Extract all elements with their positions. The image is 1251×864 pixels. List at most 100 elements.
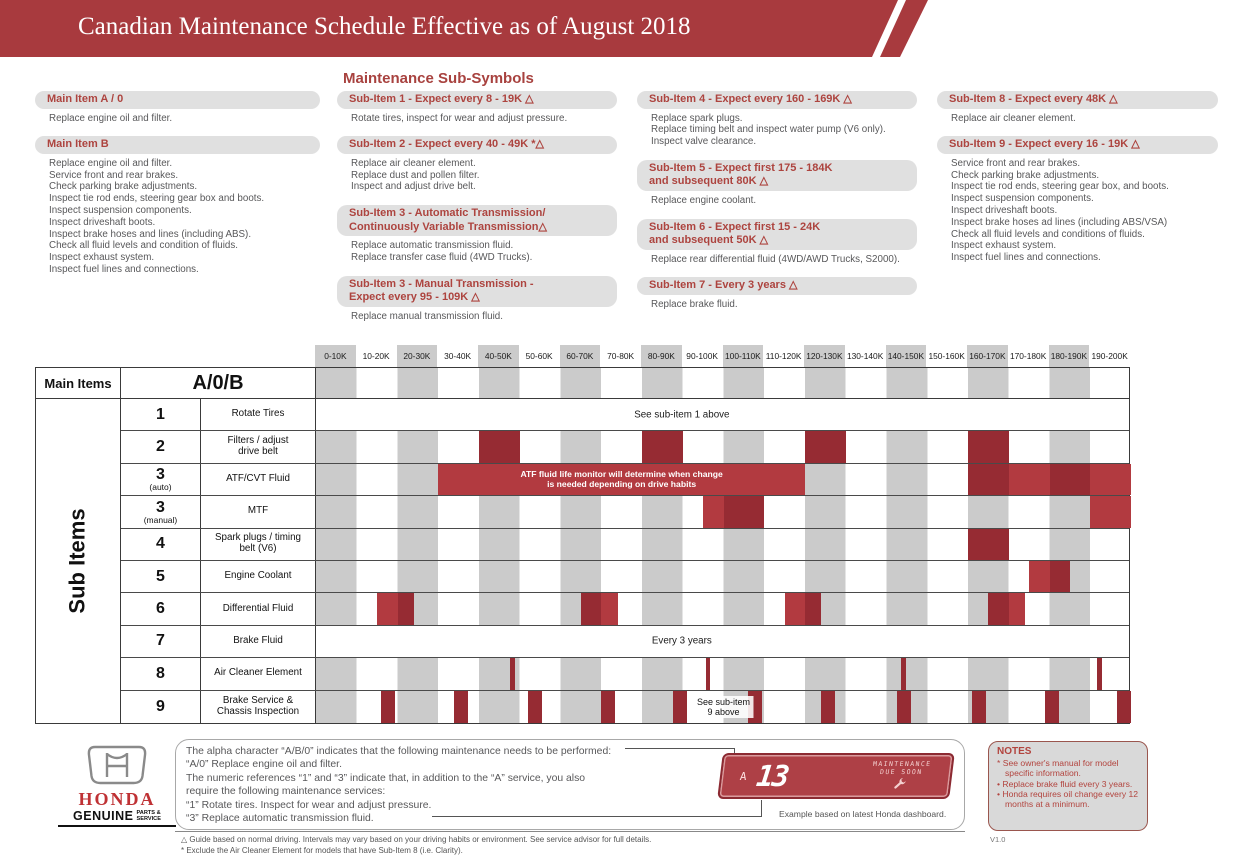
notes-items: * See owner's manual for model specific … — [997, 758, 1139, 809]
item-header-line: Sub-Item 4 - Expect every 160 - 169K △ — [649, 93, 852, 105]
item-body-line: Inspect and adjust drive belt. — [351, 181, 476, 193]
maintenance-mark — [1117, 690, 1131, 723]
info-column: Sub-Item 1 - Expect every 8 - 19K △ Rotat… — [337, 91, 617, 335]
item-body: Replace engine oil and filter. — [49, 113, 320, 125]
footnote-asterisk: * Exclude the Air Cleaner Element for mo… — [181, 846, 463, 855]
mileage-col-label: 120-130K — [804, 345, 845, 367]
mileage-col-label: 160-170K — [967, 345, 1008, 367]
info-block: Sub-Item 6 - Expect first 15 - 24K and su… — [637, 218, 917, 266]
maintenance-mark — [805, 431, 846, 463]
maintenance-mark — [453, 690, 468, 723]
maintenance-mark — [1090, 463, 1131, 496]
item-header-pill: Sub-Item 3 - Automatic Transmission/Cont… — [337, 205, 617, 237]
item-header-pill: Sub-Item 7 - Every 3 years △ — [637, 277, 917, 295]
item-header-pill: Sub-Item 1 - Expect every 8 - 19K △ — [337, 91, 617, 109]
maintenance-mark — [723, 496, 765, 528]
item-header-line: Expect every 95 - 109K △ — [349, 291, 480, 304]
schedule-row: 7 Brake Fluid Every 3 years — [121, 625, 1129, 659]
row-label-line: ATF/CVT Fluid — [226, 473, 290, 485]
mileage-col-label: 20-30K — [396, 345, 438, 367]
schedule-row: 2 Filters / adjust drive belt — [121, 431, 1129, 464]
mileage-col-label: 150-160K — [928, 351, 965, 361]
mileage-col-label: 110-120K — [765, 351, 802, 361]
row-number-cell: 1 — [121, 399, 201, 431]
item-body-line: Replace air cleaner element. — [951, 112, 1076, 124]
title-banner-shape — [0, 0, 898, 57]
row-center-text: See sub-item 1 above — [634, 409, 730, 421]
sub-items-header: Sub Items — [36, 399, 121, 723]
info-block: Sub-Item 3 - Manual Transmission - Expect… — [337, 275, 617, 323]
item-body-line: Replace engine oil and filter. — [49, 112, 173, 124]
item-body-line: Inspect exhaust system. — [49, 252, 155, 264]
maintenance-mark — [968, 463, 1009, 496]
row-number-cell: 6 — [121, 593, 201, 625]
row-label-cell: Spark plugs / timing belt (V6) — [201, 528, 316, 560]
item-body-line: Replace dust and pollen filter. — [351, 169, 480, 181]
mileage-header-row: 0-10K 10-20K 20-30K 30-40K 40-50K 50-60K 60-70… — [315, 345, 1130, 367]
mileage-col-label: 100-110K — [722, 345, 764, 367]
honda-h-emblem-icon — [87, 745, 147, 785]
row-timeline-cell — [316, 593, 1129, 625]
mileage-col-label: 50-60K — [525, 351, 553, 361]
row-label-cell: Differential Fluid — [201, 593, 316, 625]
row-overlay-line: See sub-item — [696, 696, 751, 707]
item-header-line: Sub-Item 3 - Manual Transmission - — [349, 277, 534, 290]
honda-logo-block: HONDA GENUINE PARTS & SERVICE — [58, 745, 176, 827]
info-block: Sub-Item 7 - Every 3 years △ Replace brak… — [637, 277, 917, 310]
row-label-line: Filters / adjust — [227, 435, 289, 447]
item-body-line: Inspect fuel lines and connections. — [49, 263, 199, 275]
mileage-col-label: 90-100K — [686, 351, 718, 361]
legend-line: “A/0” Replace engine oil and filter. — [186, 759, 342, 771]
mileage-col-label: 30-40K — [444, 351, 472, 361]
item-body-line: Service front and rear brakes. — [951, 157, 1081, 169]
atf-monitor-banner: ATF fluid life monitor will determine wh… — [438, 463, 805, 496]
row-number: 3 — [156, 498, 165, 516]
info-block: Main Item B Replace engine oil and filter… — [35, 136, 320, 275]
legend-line: The alpha character “A/B/0” indicates th… — [186, 746, 612, 757]
item-header-pill: Sub-Item 4 - Expect every 160 - 169K △ — [637, 91, 917, 109]
main-item-value: A/0/B — [121, 368, 316, 398]
mileage-col-label: 40-50K — [478, 345, 519, 367]
item-header-line: Sub-Item 2 - Expect every 40 - 49K *△ — [349, 138, 544, 151]
item-header-line: Continuously Variable Transmission△ — [349, 220, 547, 233]
wrench-icon — [894, 778, 906, 789]
item-body-line: Replace engine coolant. — [651, 194, 757, 206]
maintenance-mark — [901, 658, 907, 690]
item-body-line: Check all fluid levels and conditions of… — [951, 228, 1145, 240]
maintenance-mark — [972, 690, 986, 723]
item-header-pill: Main Item A / 0 — [35, 91, 320, 109]
maintenance-mark — [527, 690, 542, 723]
row-overlay-text: See sub-item 9 above — [693, 695, 754, 718]
maintenance-mark — [580, 593, 602, 625]
item-body-line: Inspect driveshaft boots. — [951, 204, 1058, 216]
legend-text: The alpha character “A/B/0” indicates th… — [186, 745, 611, 825]
row-label-cell: Brake Fluid — [201, 625, 316, 658]
item-body-line: Replace transfer case fluid (4WD Trucks)… — [351, 251, 533, 263]
item-header-pill: Main Item B — [35, 136, 320, 154]
row-number: 6 — [156, 600, 165, 618]
info-block: Sub-Item 2 - Expect every 40 - 49K *△ Rep… — [337, 136, 617, 193]
item-body-line: Service front and rear brakes. — [49, 169, 179, 181]
row-timeline-cell: See sub-item 9 above — [316, 690, 1131, 723]
item-header-pill: Sub-Item 3 - Manual Transmission - Expect… — [337, 275, 617, 307]
maintenance-mark — [968, 431, 1009, 463]
mileage-col-label: 180-190K — [1048, 345, 1090, 367]
item-header-pill: Sub-Item 9 - Expect every 16 - 19K △ — [937, 136, 1218, 154]
row-label-cell: Air Cleaner Element — [201, 658, 316, 690]
row-number-cell: 3 (auto) — [121, 463, 201, 496]
item-body-line: Check all fluid levels and condition of … — [49, 240, 238, 252]
row-number: 2 — [156, 438, 165, 456]
maintenance-mark — [397, 593, 414, 625]
item-body: Replace engine oil and filter. Service fr… — [49, 158, 320, 276]
legend-line: The numeric references “1” and “3” indic… — [186, 772, 586, 784]
notes-item: • Replace brake fluid every 3 years. — [997, 778, 1133, 789]
row-label-line: Air Cleaner Element — [214, 667, 302, 679]
row-timeline-cell: ATF fluid life monitor will determine wh… — [316, 463, 1131, 496]
row-timeline-cell: See sub-item 1 above — [316, 399, 1129, 430]
connector-line-b — [432, 800, 762, 817]
dashboard-gear-letter: A — [739, 769, 748, 783]
info-block: Sub-Item 3 - Automatic Transmission/Cont… — [337, 205, 617, 264]
maintenance-mark — [601, 593, 618, 625]
row-number: 5 — [156, 567, 165, 585]
